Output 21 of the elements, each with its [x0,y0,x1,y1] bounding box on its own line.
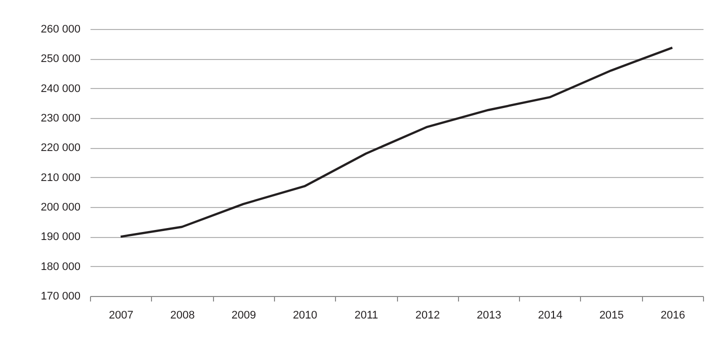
y-tick-label: 240 000 [40,82,80,95]
y-tick-label: 200 000 [40,202,80,214]
x-tick-label: 2010 [292,310,318,322]
x-tick-label: 2009 [232,310,256,322]
y-tick-label: 170 000 [40,290,80,302]
x-tick-label: 2014 [538,310,562,322]
y-tick-label: 230 000 [40,112,80,124]
y-tick-label: 210 000 [40,172,80,184]
x-tick-label: 2013 [476,310,502,322]
x-tick-label: 2012 [415,310,440,322]
y-tick-label: 180 000 [40,260,80,273]
y-tick-label: 190 000 [40,231,80,244]
x-tick-label: 2007 [108,310,134,322]
y-tick-label: 250 000 [40,53,80,66]
line-series [120,46,674,238]
x-tick-label: 2008 [170,310,195,322]
y-tick-label: 260 000 [40,24,80,36]
x-tick-label: 2015 [599,310,624,322]
x-tick-label: 2011 [354,310,378,322]
x-tick-label: 2016 [660,310,686,322]
y-tick-label: 220 000 [40,142,80,154]
